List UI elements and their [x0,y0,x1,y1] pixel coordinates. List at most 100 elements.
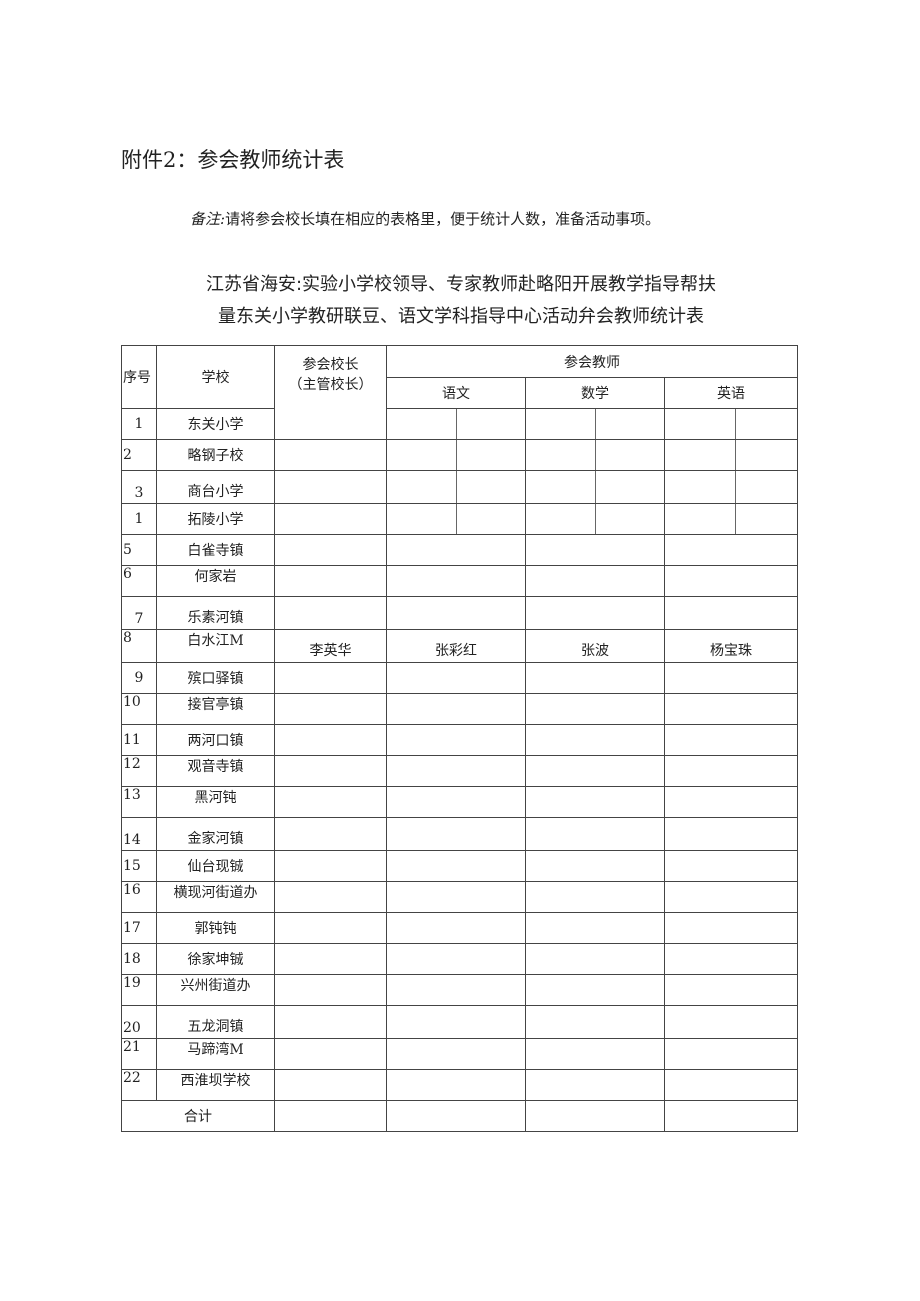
table-row: 20 五龙洞镇 [121,1005,798,1039]
math-cell [525,724,665,756]
table-row: 15 仙台现铖 [121,850,798,882]
school-cell: 白水江M [156,629,275,663]
chinese-cell-a [386,503,457,535]
math-cell [525,786,665,818]
chinese-cell [386,755,526,787]
principal-cell [274,1069,387,1101]
chinese-cell [386,693,526,725]
principal-cell [274,534,387,566]
table-row: 18 徐家坤铖 [121,943,798,975]
english-cell-b [735,408,798,440]
english-cell [664,974,798,1006]
seq-cell: 10 [121,693,157,725]
principal-cell [274,565,387,597]
math-cell [525,850,665,882]
math-cell [525,1005,665,1039]
chinese-cell [386,565,526,597]
chinese-cell [386,662,526,694]
principal-cell [274,755,387,787]
seq-cell: 21 [121,1038,157,1070]
english-cell [664,534,798,566]
table-row: 2 略钢子校 [121,439,798,471]
english-cell [664,881,798,913]
seq-cell: 15 [121,850,157,882]
seq-cell: 13 [121,786,157,818]
principal-cell [274,881,387,913]
seq-cell: 2 [121,439,157,471]
seq-cell: 9 [121,662,157,694]
header-principal: 参会校长 （主管校长） [274,345,387,440]
english-cell-b [735,503,798,535]
seq-cell: 1 [121,408,157,440]
english-cell-a [664,439,736,471]
math-cell-b [595,503,665,535]
principal-cell [274,850,387,882]
english-cell [664,596,798,630]
chinese-cell [386,534,526,566]
school-cell: 略钢子校 [156,439,275,471]
chinese-cell: 张彩红 [386,629,526,663]
seq-cell: 3 [121,470,157,504]
table-row: 9 殡口驿镇 [121,662,798,694]
principal-cell [274,943,387,975]
school-cell: 兴州街道办 [156,974,275,1006]
chinese-cell-b [456,470,526,504]
school-cell: 两河口镇 [156,724,275,756]
total-principal [274,1100,387,1132]
english-cell [664,943,798,975]
table-row: 1 拓陵小学 [121,503,798,535]
table-row: 22 西淮坝学校 [121,1069,798,1101]
school-cell: 西淮坝学校 [156,1069,275,1101]
principal-cell [274,1038,387,1070]
chinese-cell-b [456,408,526,440]
math-cell-a [525,408,596,440]
school-cell: 乐素河镇 [156,596,275,630]
table-row: 17 郭钝钝 [121,912,798,944]
math-cell [525,565,665,597]
math-cell [525,693,665,725]
english-cell [664,565,798,597]
table-row: 10 接官亭镇 [121,693,798,725]
math-cell [525,1069,665,1101]
chinese-cell [386,1069,526,1101]
header-chinese: 语文 [386,377,526,409]
chinese-cell [386,817,526,851]
table-title-line1: 江苏省海安:实验小学校领导、专家教师赴略阳开展教学指导帮扶 [205,274,717,295]
principal-cell [274,817,387,851]
table-row: 6 何家岩 [121,565,798,597]
chinese-cell [386,1038,526,1070]
chinese-cell-a [386,408,457,440]
principal-cell [274,503,387,535]
header-principal-line2: （主管校长） [288,377,373,393]
table-row: 21 马蹄湾M [121,1038,798,1070]
seq-cell: 1 [121,503,157,535]
teacher-stats-table: 序号 学校 参会校长 （主管校长） 参会教师 语文 数学 英语 1 东关小学 2 略钢… [121,345,798,1132]
header-english: 英语 [664,377,798,409]
header-math: 数学 [525,377,665,409]
principal-cell [274,470,387,504]
seq-cell: 5 [121,534,157,566]
math-cell [525,662,665,694]
table-row: 12 观音寺镇 [121,755,798,787]
table-row: 7 乐素河镇 [121,596,798,630]
math-cell [525,881,665,913]
math-cell-a [525,439,596,471]
header-seq: 序号 [121,345,157,409]
math-cell-a [525,470,596,504]
total-label: 合计 [121,1100,275,1132]
table-row: 19 兴州街道办 [121,974,798,1006]
principal-cell [274,596,387,630]
school-cell: 东关小学 [156,408,275,440]
seq-cell: 20 [121,1005,157,1039]
chinese-cell [386,912,526,944]
math-cell [525,817,665,851]
note-text: 请将参会校长填在相应的表格里，便于统计人数，准备活动事项。 [225,210,661,228]
seq-cell: 14 [121,817,157,851]
school-cell: 观音寺镇 [156,755,275,787]
chinese-cell-b [456,503,526,535]
school-cell: 何家岩 [156,565,275,597]
seq-cell: 6 [121,565,157,597]
chinese-cell [386,1005,526,1039]
school-cell: 殡口驿镇 [156,662,275,694]
math-cell-b [595,439,665,471]
